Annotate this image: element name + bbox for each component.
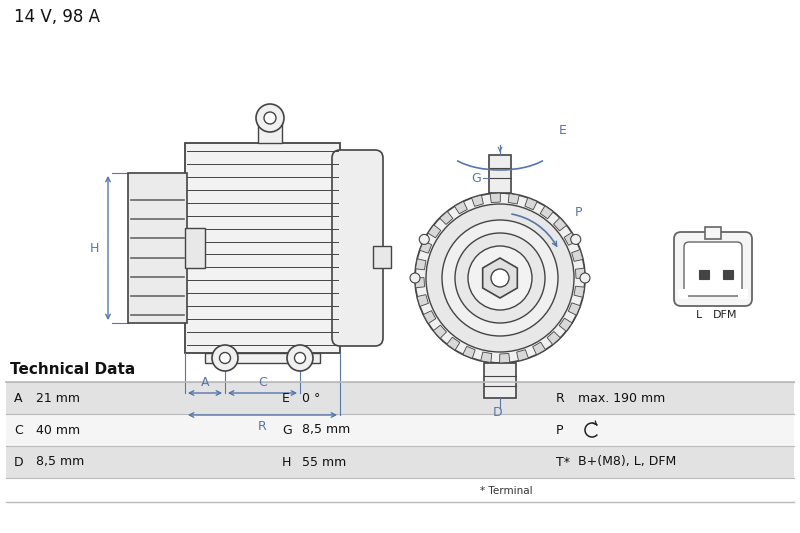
Polygon shape [454,201,467,214]
Bar [205,353,320,363]
Circle shape [491,269,509,287]
Bar [6,382,794,414]
Polygon shape [517,350,528,361]
Text: 55 mm: 55 mm [302,456,346,469]
Circle shape [212,345,238,371]
Polygon shape [554,217,566,231]
Polygon shape [417,295,428,306]
Bar [6,414,794,446]
Polygon shape [547,332,560,345]
Text: 21 mm: 21 mm [36,392,80,405]
Text: max. 190 mm: max. 190 mm [578,392,666,405]
Circle shape [426,204,574,352]
Text: H: H [282,456,291,469]
Bar [373,246,391,268]
Circle shape [264,112,276,124]
Polygon shape [572,249,583,261]
Text: A: A [14,392,22,405]
Polygon shape [575,268,585,278]
Text: B+(M8), L, DFM: B+(M8), L, DFM [578,456,676,469]
Polygon shape [415,278,425,288]
Circle shape [287,345,313,371]
Circle shape [256,104,284,132]
Polygon shape [481,352,492,362]
Polygon shape [415,259,426,270]
Polygon shape [420,241,432,253]
Text: 14 V, 98 A: 14 V, 98 A [14,8,100,26]
Circle shape [468,246,532,310]
Polygon shape [434,325,446,338]
Bar [489,155,511,193]
Bar [6,446,794,478]
Text: H: H [90,241,98,254]
Polygon shape [525,198,537,209]
Text: 8,5 mm: 8,5 mm [302,424,350,437]
Text: G: G [282,424,292,437]
Text: E: E [282,392,290,405]
Bar [723,270,733,279]
Circle shape [219,352,230,364]
FancyBboxPatch shape [674,232,752,306]
FancyBboxPatch shape [332,150,383,346]
Polygon shape [423,311,436,324]
Text: R: R [556,392,565,405]
Polygon shape [559,318,572,331]
Polygon shape [508,193,519,204]
Text: A: A [201,376,210,390]
Polygon shape [440,212,453,224]
Polygon shape [490,193,500,203]
Text: Technical Data: Technical Data [10,362,135,377]
Bar [128,173,187,323]
Text: DFM: DFM [713,310,738,320]
Polygon shape [540,206,554,219]
Circle shape [442,220,558,336]
Polygon shape [472,195,483,206]
Text: P: P [556,424,563,437]
Polygon shape [568,303,580,315]
Text: R: R [258,419,267,432]
Text: C: C [258,376,267,390]
Text: 8,5 mm: 8,5 mm [36,456,84,469]
Text: D: D [14,456,24,469]
FancyBboxPatch shape [684,242,742,296]
Text: * Terminal: * Terminal [480,486,533,496]
Text: L: L [696,310,702,320]
Bar [185,228,205,268]
Polygon shape [463,346,475,358]
Bar [705,227,721,239]
Circle shape [570,235,581,245]
Circle shape [580,273,590,283]
Text: E: E [559,125,567,138]
Polygon shape [564,232,577,245]
Polygon shape [500,353,510,363]
Circle shape [419,235,430,245]
Text: C: C [14,424,22,437]
Bar [185,143,340,353]
Circle shape [294,352,306,364]
Polygon shape [446,337,460,350]
Text: G: G [471,172,481,184]
Polygon shape [482,258,518,298]
Text: 40 mm: 40 mm [36,424,80,437]
Bar [699,270,709,279]
Bar [678,289,688,299]
Polygon shape [574,286,585,297]
Bar [258,117,282,143]
Text: P: P [575,206,582,220]
Bar [484,363,516,398]
Text: 0 °: 0 ° [302,392,320,405]
Circle shape [415,193,585,363]
Text: D: D [493,406,503,418]
Circle shape [410,273,420,283]
Bar [738,289,748,299]
Polygon shape [533,342,546,355]
Circle shape [455,233,545,323]
Text: T*: T* [556,456,570,469]
Polygon shape [428,225,441,238]
